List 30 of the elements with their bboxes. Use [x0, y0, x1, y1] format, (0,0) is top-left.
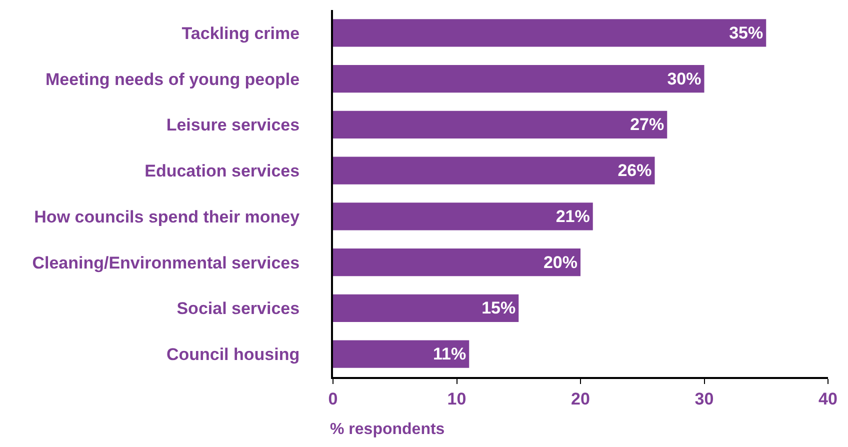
data-label: 35%: [729, 23, 764, 42]
y-tick-label: Tackling crime: [182, 24, 300, 43]
x-tick-label: 20: [571, 389, 590, 408]
x-tick-label: 40: [818, 389, 838, 408]
x-axis-title: % respondents: [330, 421, 445, 438]
data-label: 15%: [482, 298, 516, 318]
x-tick-label: 0: [328, 389, 338, 408]
bar: [333, 294, 519, 322]
bar: [333, 110, 668, 138]
bar: [333, 19, 766, 47]
x-tick-label: 10: [447, 389, 466, 408]
bar: [333, 248, 580, 276]
y-tick-label: Cleaning/Environmental services: [32, 253, 300, 272]
bar: [333, 65, 704, 93]
y-tick-label: Meeting needs of young people: [46, 70, 300, 89]
data-label: 21%: [556, 206, 590, 226]
bar: [333, 156, 655, 184]
y-tick-label: Social services: [176, 299, 300, 318]
data-label: 26%: [618, 161, 652, 180]
data-label: 27%: [630, 115, 664, 134]
data-label: 11%: [433, 344, 466, 364]
y-tick-label: Council housing: [166, 345, 300, 364]
data-label: 20%: [543, 252, 578, 272]
data-label: 30%: [667, 69, 702, 88]
y-tick-label: Education services: [144, 162, 300, 181]
y-tick-label: Leisure services: [166, 116, 300, 135]
x-tick-label: 30: [694, 389, 714, 408]
y-tick-label: How councils spend their money: [34, 207, 300, 226]
bar: [333, 202, 593, 230]
bar: [333, 340, 470, 368]
